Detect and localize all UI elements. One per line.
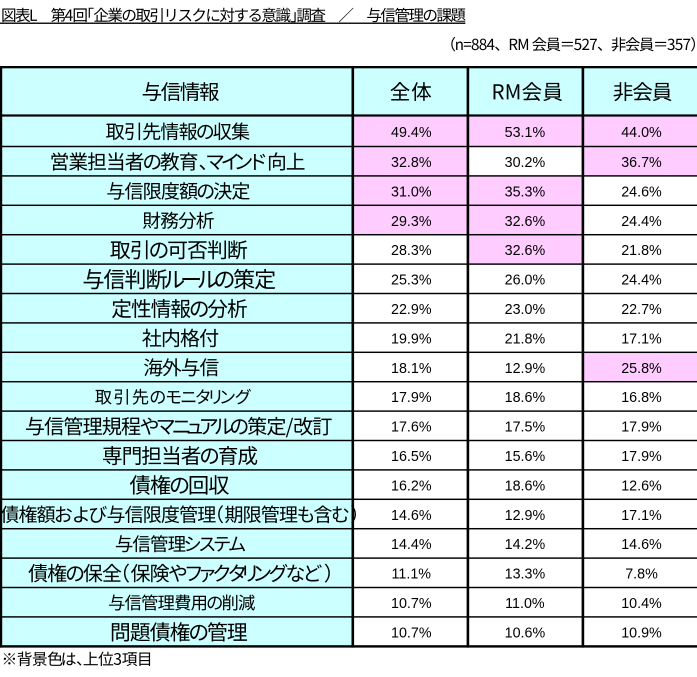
svg-text:14.2%: 14.2% [505,537,546,553]
svg-text:15.6%: 15.6% [505,449,546,465]
svg-text:17.1%: 17.1% [621,331,662,347]
svg-text:19.9%: 19.9% [391,331,432,347]
svg-text:13.3%: 13.3% [505,567,546,583]
svg-text:31.0%: 31.0% [391,184,432,200]
svg-text:7.8%: 7.8% [625,567,658,583]
svg-text:17.1%: 17.1% [621,508,662,524]
svg-text:28.3%: 28.3% [391,243,432,259]
svg-text:32.6%: 32.6% [505,243,546,259]
svg-text:10.9%: 10.9% [621,625,662,641]
svg-text:16.2%: 16.2% [391,478,432,494]
svg-text:22.9%: 22.9% [391,302,432,318]
svg-text:32.8%: 32.8% [391,155,432,171]
svg-text:44.0%: 44.0% [621,125,662,141]
svg-text:10.7%: 10.7% [391,625,432,641]
svg-text:10.4%: 10.4% [621,596,662,612]
svg-text:21.8%: 21.8% [505,331,546,347]
svg-text:12.6%: 12.6% [621,478,662,494]
svg-text:36.7%: 36.7% [621,155,662,171]
svg-text:11.0%: 11.0% [505,596,545,612]
svg-text:30.2%: 30.2% [505,155,546,171]
svg-text:16.8%: 16.8% [621,390,662,406]
svg-text:25.8%: 25.8% [621,361,662,377]
svg-text:49.4%: 49.4% [391,125,432,141]
svg-text:17.9%: 17.9% [621,420,662,436]
svg-text:26.0%: 26.0% [505,273,546,289]
svg-text:21.8%: 21.8% [621,243,662,259]
svg-text:24.4%: 24.4% [621,214,662,230]
svg-text:32.6%: 32.6% [505,214,546,230]
svg-text:35.3%: 35.3% [505,184,546,200]
svg-text:11.1%: 11.1% [392,567,432,583]
svg-text:17.5%: 17.5% [505,420,546,436]
svg-text:12.9%: 12.9% [505,361,546,377]
svg-text:25.3%: 25.3% [391,273,432,289]
svg-text:24.6%: 24.6% [621,184,662,200]
svg-text:12.9%: 12.9% [505,508,546,524]
svg-text:14.6%: 14.6% [391,508,432,524]
svg-text:18.1%: 18.1% [391,361,432,377]
svg-text:14.6%: 14.6% [621,537,662,553]
svg-text:24.4%: 24.4% [621,273,662,289]
svg-text:14.4%: 14.4% [391,537,432,553]
svg-text:18.6%: 18.6% [505,390,546,406]
svg-text:16.5%: 16.5% [391,449,432,465]
svg-text:17.6%: 17.6% [391,420,432,436]
svg-text:23.0%: 23.0% [505,302,546,318]
svg-text:10.7%: 10.7% [391,596,432,612]
svg-text:18.6%: 18.6% [505,478,546,494]
svg-text:17.9%: 17.9% [621,449,662,465]
svg-text:22.7%: 22.7% [621,302,662,318]
svg-text:10.6%: 10.6% [505,625,546,641]
svg-text:53.1%: 53.1% [505,125,546,141]
svg-text:17.9%: 17.9% [391,390,432,406]
svg-text:29.3%: 29.3% [391,214,432,230]
